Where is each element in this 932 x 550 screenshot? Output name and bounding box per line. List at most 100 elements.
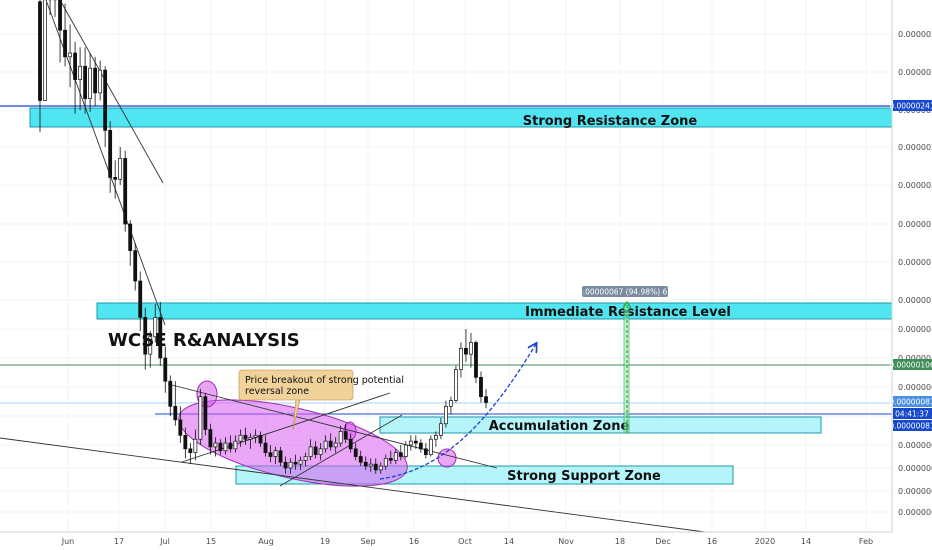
candle-body	[188, 448, 193, 454]
candle-body	[88, 67, 93, 99]
candle-body	[213, 442, 218, 448]
annotation-line-1: Price breakout of strong potential	[245, 375, 404, 386]
candle	[479, 371, 483, 403]
candle	[48, 0, 52, 15]
candle	[243, 427, 248, 445]
candle	[108, 121, 113, 193]
wedge-rising-line-2	[279, 414, 403, 487]
y-tick-label: 0.00000110	[898, 354, 932, 363]
candle-body	[328, 440, 333, 448]
candle	[233, 435, 238, 453]
measure-label: 0.00000067 (94.98%) 67	[578, 288, 672, 297]
candle	[308, 439, 313, 461]
candle-body	[203, 396, 208, 430]
candle-body	[348, 438, 353, 450]
candle-body	[248, 436, 253, 440]
candle-body	[118, 158, 123, 180]
candle	[73, 41, 77, 114]
y-axis-ticks: 0.000002800.000002600.000002400.00000220…	[898, 30, 932, 517]
x-tick-label: Jul	[159, 537, 170, 546]
candle-body	[428, 438, 433, 455]
candle-body	[469, 342, 473, 355]
zone-immediate-resistance: Immediate Resistance Level	[96, 302, 893, 320]
candle-body	[103, 69, 108, 131]
candle	[444, 400, 448, 428]
candle-body	[183, 434, 188, 450]
y-axis-panel	[892, 0, 932, 532]
candle	[338, 425, 343, 447]
x-tick-label: 16	[707, 537, 717, 546]
x-tick-label: 15	[206, 537, 216, 546]
candle	[378, 462, 383, 474]
candle	[368, 458, 373, 472]
candle	[103, 66, 108, 147]
y-tick-label: 0.00000065	[898, 441, 932, 450]
candle-body	[243, 434, 248, 440]
candle-body	[113, 177, 118, 180]
candle	[153, 303, 158, 343]
price-tag-accumulation: 0.00000081	[889, 420, 932, 431]
wedge-rising-line-1	[181, 392, 391, 463]
annotation-line-2: reversal zone	[245, 386, 309, 397]
candle-body	[438, 423, 443, 436]
candle-body	[98, 69, 103, 94]
candle	[258, 431, 263, 447]
candle-body	[83, 65, 88, 99]
breakout-annotation: Price breakout of strong potential rever…	[238, 369, 404, 431]
candle-body	[138, 280, 143, 318]
candle	[93, 56, 98, 107]
candle	[403, 441, 408, 459]
candle	[363, 456, 368, 470]
candle-body	[128, 223, 133, 251]
price-tag-countdown: 04:41:37	[893, 408, 932, 419]
candle-body	[148, 336, 153, 355]
candle	[43, 0, 47, 101]
x-tick-label: 16	[409, 537, 419, 546]
candle	[253, 429, 258, 444]
candle-body	[288, 461, 293, 469]
candle	[148, 330, 153, 368]
candle-body	[333, 442, 338, 448]
candle	[303, 452, 308, 467]
candle	[318, 443, 323, 461]
candle	[188, 443, 193, 465]
candle-body	[193, 438, 198, 454]
candle	[88, 53, 93, 112]
candle-body	[474, 342, 478, 378]
trend-lines	[0, 0, 706, 533]
candle	[423, 443, 428, 459]
candle	[449, 396, 453, 415]
candle-body	[293, 461, 298, 465]
candle-body	[303, 456, 308, 461]
candle-body	[313, 446, 318, 455]
y-tick-label: 0.00000160	[898, 258, 932, 267]
candle	[158, 301, 163, 366]
x-tick-label: Oct	[458, 537, 472, 546]
candle	[208, 423, 213, 455]
reversal-zone-ellipse	[178, 399, 408, 487]
candle	[333, 437, 338, 453]
candle	[469, 332, 473, 368]
candle-body	[158, 317, 163, 359]
candle-body	[388, 458, 393, 461]
candle-body	[268, 452, 273, 457]
x-tick-label: 19	[320, 537, 330, 546]
candle	[278, 446, 283, 467]
candle-body	[253, 434, 258, 438]
candle-body	[484, 396, 488, 403]
candle-body	[278, 450, 283, 463]
candle-body	[454, 369, 458, 401]
candle	[398, 445, 403, 461]
price-tag-level: 0.00000106	[889, 359, 932, 370]
price-tag-current: 0.00000087	[889, 396, 932, 407]
candle	[113, 160, 118, 199]
candle-body	[373, 463, 378, 471]
y-tick-label: 0.00000053	[898, 464, 932, 473]
candle-body	[479, 376, 483, 398]
svg-text:0.00000087: 0.00000087	[889, 398, 932, 407]
candle	[408, 435, 413, 451]
candle	[484, 388, 488, 409]
candle	[328, 433, 333, 451]
candle	[228, 435, 233, 453]
